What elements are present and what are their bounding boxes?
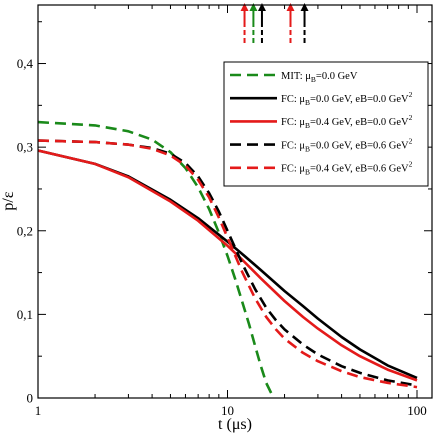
legend-label: MIT: μB=0.0 GeV [281,71,358,84]
plot-frame [37,4,433,399]
y-tick-label: 0 [27,391,34,406]
legend-entry-3: FC: μB=0.4 GeV, eB=0.0 GeV2 [230,113,413,130]
legend-label: FC: μB=0.0 GeV, eB=0.0 GeV2 [281,90,413,107]
legend-entry-2: FC: μB=0.0 GeV, eB=0.0 GeV2 [230,90,413,107]
legend-label: FC: μB=0.4 GeV, eB=0.6 GeV2 [281,160,413,177]
legend-entry-1: MIT: μB=0.0 GeV [230,71,358,84]
y-tick-label: 0,1 [17,307,33,322]
legend-label: FC: μB=0.0 GeV, eB=0.6 GeV2 [281,136,413,153]
transition-marker-4 [286,3,295,43]
y-tick-label: 0,3 [17,140,33,155]
transition-marker-1 [240,3,249,43]
data-series-group [37,120,418,399]
transition-markers [240,3,309,43]
series-line-5 [37,139,418,389]
transition-marker-2 [249,3,258,43]
x-axis-title: t (μs) [218,416,252,433]
transition-marker-5 [300,3,309,43]
y-tick-label: 0,2 [17,223,33,238]
transition-marker-3 [257,3,266,43]
legend-box [223,61,429,187]
legend-items: MIT: μB=0.0 GeV FC: μB=0.0 GeV, eB=0.0 Ge… [230,71,413,177]
legend-entry-5: FC: μB=0.4 GeV, eB=0.6 GeV2 [230,160,413,177]
legend-label: FC: μB=0.4 GeV, eB=0.0 GeV2 [281,113,413,130]
legend-entry-4: FC: μB=0.0 GeV, eB=0.6 GeV2 [230,136,413,153]
series-line-1 [37,120,275,399]
x-tick-label: 100 [407,403,427,418]
y-tick-label: 0,4 [17,56,34,71]
x-tick-label: 1 [35,403,42,418]
x-tick-label: 10 [221,403,234,418]
y-axis-title: p/ε [0,191,17,210]
series-line-3 [37,149,418,382]
legend: MIT: μB=0.0 GeV FC: μB=0.0 GeV, eB=0.0 Ge… [223,61,429,187]
